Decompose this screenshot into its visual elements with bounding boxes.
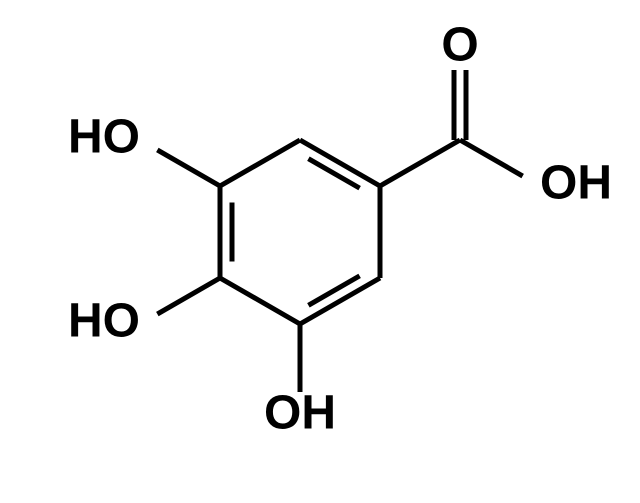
atom-label-layer: O OH OH HO HO — [68, 19, 612, 440]
bond — [460, 140, 523, 176]
bond-layer — [157, 70, 522, 392]
atom-label-carboxyl_oh: OH — [540, 157, 612, 210]
bond — [157, 150, 220, 186]
bond — [220, 140, 300, 186]
bond — [308, 159, 359, 188]
bond — [157, 278, 220, 314]
atom-label-oh_c6: HO — [68, 111, 140, 164]
atom-label-oh_c5: HO — [68, 295, 140, 348]
bond — [380, 140, 460, 186]
bond — [308, 276, 359, 305]
bond — [220, 278, 300, 324]
atom-label-carboxyl_o_double: O — [441, 19, 478, 72]
molecule-diagram: O OH OH HO HO — [0, 0, 640, 503]
atom-label-oh_c4: OH — [264, 387, 336, 440]
